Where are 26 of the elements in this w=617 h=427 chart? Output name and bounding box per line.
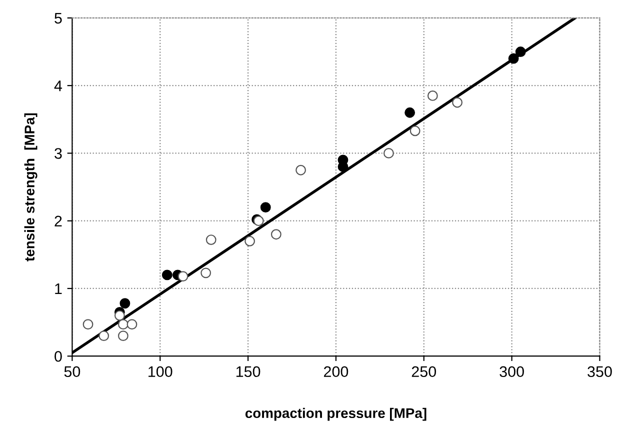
y-axis-title: tensile strength [MPa] — [24, 113, 38, 262]
point — [114, 310, 125, 321]
point — [383, 148, 394, 158]
y-tick-label: 3 — [54, 148, 62, 159]
point — [508, 53, 519, 64]
point — [244, 236, 256, 246]
x-axis-title: compaction pressure [MPa] — [245, 408, 426, 421]
y-tick-label: 1 — [55, 284, 62, 294]
point — [178, 271, 188, 282]
x-tick-label: 350 — [588, 366, 612, 378]
x-tick-label: 50 — [64, 366, 80, 378]
point — [120, 298, 130, 309]
point — [404, 107, 416, 118]
y-tick-label: 4 — [54, 80, 62, 92]
point — [162, 270, 172, 280]
y-tick-label: 0 — [54, 350, 62, 362]
x-tick-label: 200 — [324, 366, 348, 378]
y-tick-label: 2 — [54, 216, 62, 226]
y-tick-label: 5 — [54, 12, 62, 24]
x-tick-label: 100 — [148, 366, 172, 378]
x-tick-label: 250 — [412, 366, 436, 378]
x-tick-label: 150 — [236, 366, 260, 378]
point — [260, 202, 271, 213]
point — [515, 46, 526, 57]
point — [98, 330, 110, 342]
x-tick-label: 300 — [500, 366, 524, 378]
